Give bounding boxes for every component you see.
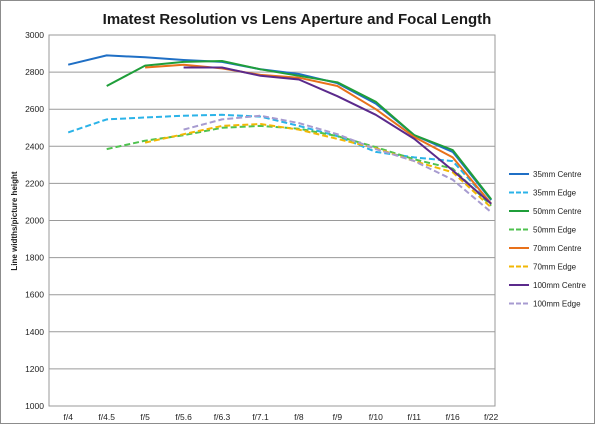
x-tick-label: f/9 [333, 412, 343, 422]
y-tick-label: 2200 [25, 178, 44, 188]
x-tick-label: f/4 [63, 412, 73, 422]
y-tick-label: 1400 [25, 327, 44, 337]
x-tick-label: f/10 [369, 412, 383, 422]
legend-item-label: 70mm Edge [533, 263, 577, 272]
y-tick-label: 1000 [25, 401, 44, 411]
series-line-5 [144, 123, 492, 209]
legend-item-label: 35mm Centre [533, 170, 582, 179]
legend: 35mm Centre 35mm Edge 50mm Centre 50mm Edge… [509, 170, 586, 309]
legend-item-label: 35mm Edge [533, 189, 577, 198]
y-axis-ticks: 1000 1200 1400 1600 1800 2000 2200 2400 2600 2800… [25, 30, 44, 411]
y-tick-label: 3000 [25, 30, 44, 40]
legend-item-label: 50mm Edge [533, 226, 577, 235]
y-tick-label: 2800 [25, 67, 44, 77]
chart-title: Imatest Resolution vs Lens Aperture and … [103, 11, 492, 28]
x-tick-label: f/22 [484, 412, 498, 422]
x-tick-label: f/5 [140, 412, 150, 422]
x-tick-label: f/4.5 [98, 412, 115, 422]
x-tick-label: f/5.6 [175, 412, 192, 422]
y-tick-label: 2000 [25, 216, 44, 226]
legend-item-label: 70mm Centre [533, 244, 582, 253]
y-tick-label: 2400 [25, 141, 44, 151]
x-tick-label: f/11 [407, 412, 421, 422]
legend-item-label: 100mm Centre [533, 281, 586, 290]
legend-item-label: 100mm Edge [533, 300, 581, 309]
y-axis-label: Line widths/picture height [10, 171, 19, 270]
y-tick-label: 1600 [25, 290, 44, 300]
x-tick-label: f/7.1 [252, 412, 269, 422]
series-line-6 [183, 66, 492, 205]
x-axis-ticks: f/4 f/4.5 f/5 f/5.6 f/6.3 f/7.1 f/8 f/9 f/10 f/11… [63, 412, 498, 422]
legend-item-label: 50mm Centre [533, 207, 582, 216]
y-tick-label: 1200 [25, 364, 44, 374]
y-tick-label: 2600 [25, 104, 44, 114]
series-line-1 [67, 113, 492, 205]
x-tick-label: f/8 [294, 412, 304, 422]
y-tick-label: 1800 [25, 253, 44, 263]
x-tick-label: f/6.3 [214, 412, 231, 422]
gridlines [49, 34, 495, 407]
plot-area [48, 34, 496, 407]
series-lines [67, 54, 492, 213]
x-tick-label: f/16 [446, 412, 460, 422]
series-line-7 [183, 114, 492, 213]
series-line-2 [106, 60, 492, 200]
